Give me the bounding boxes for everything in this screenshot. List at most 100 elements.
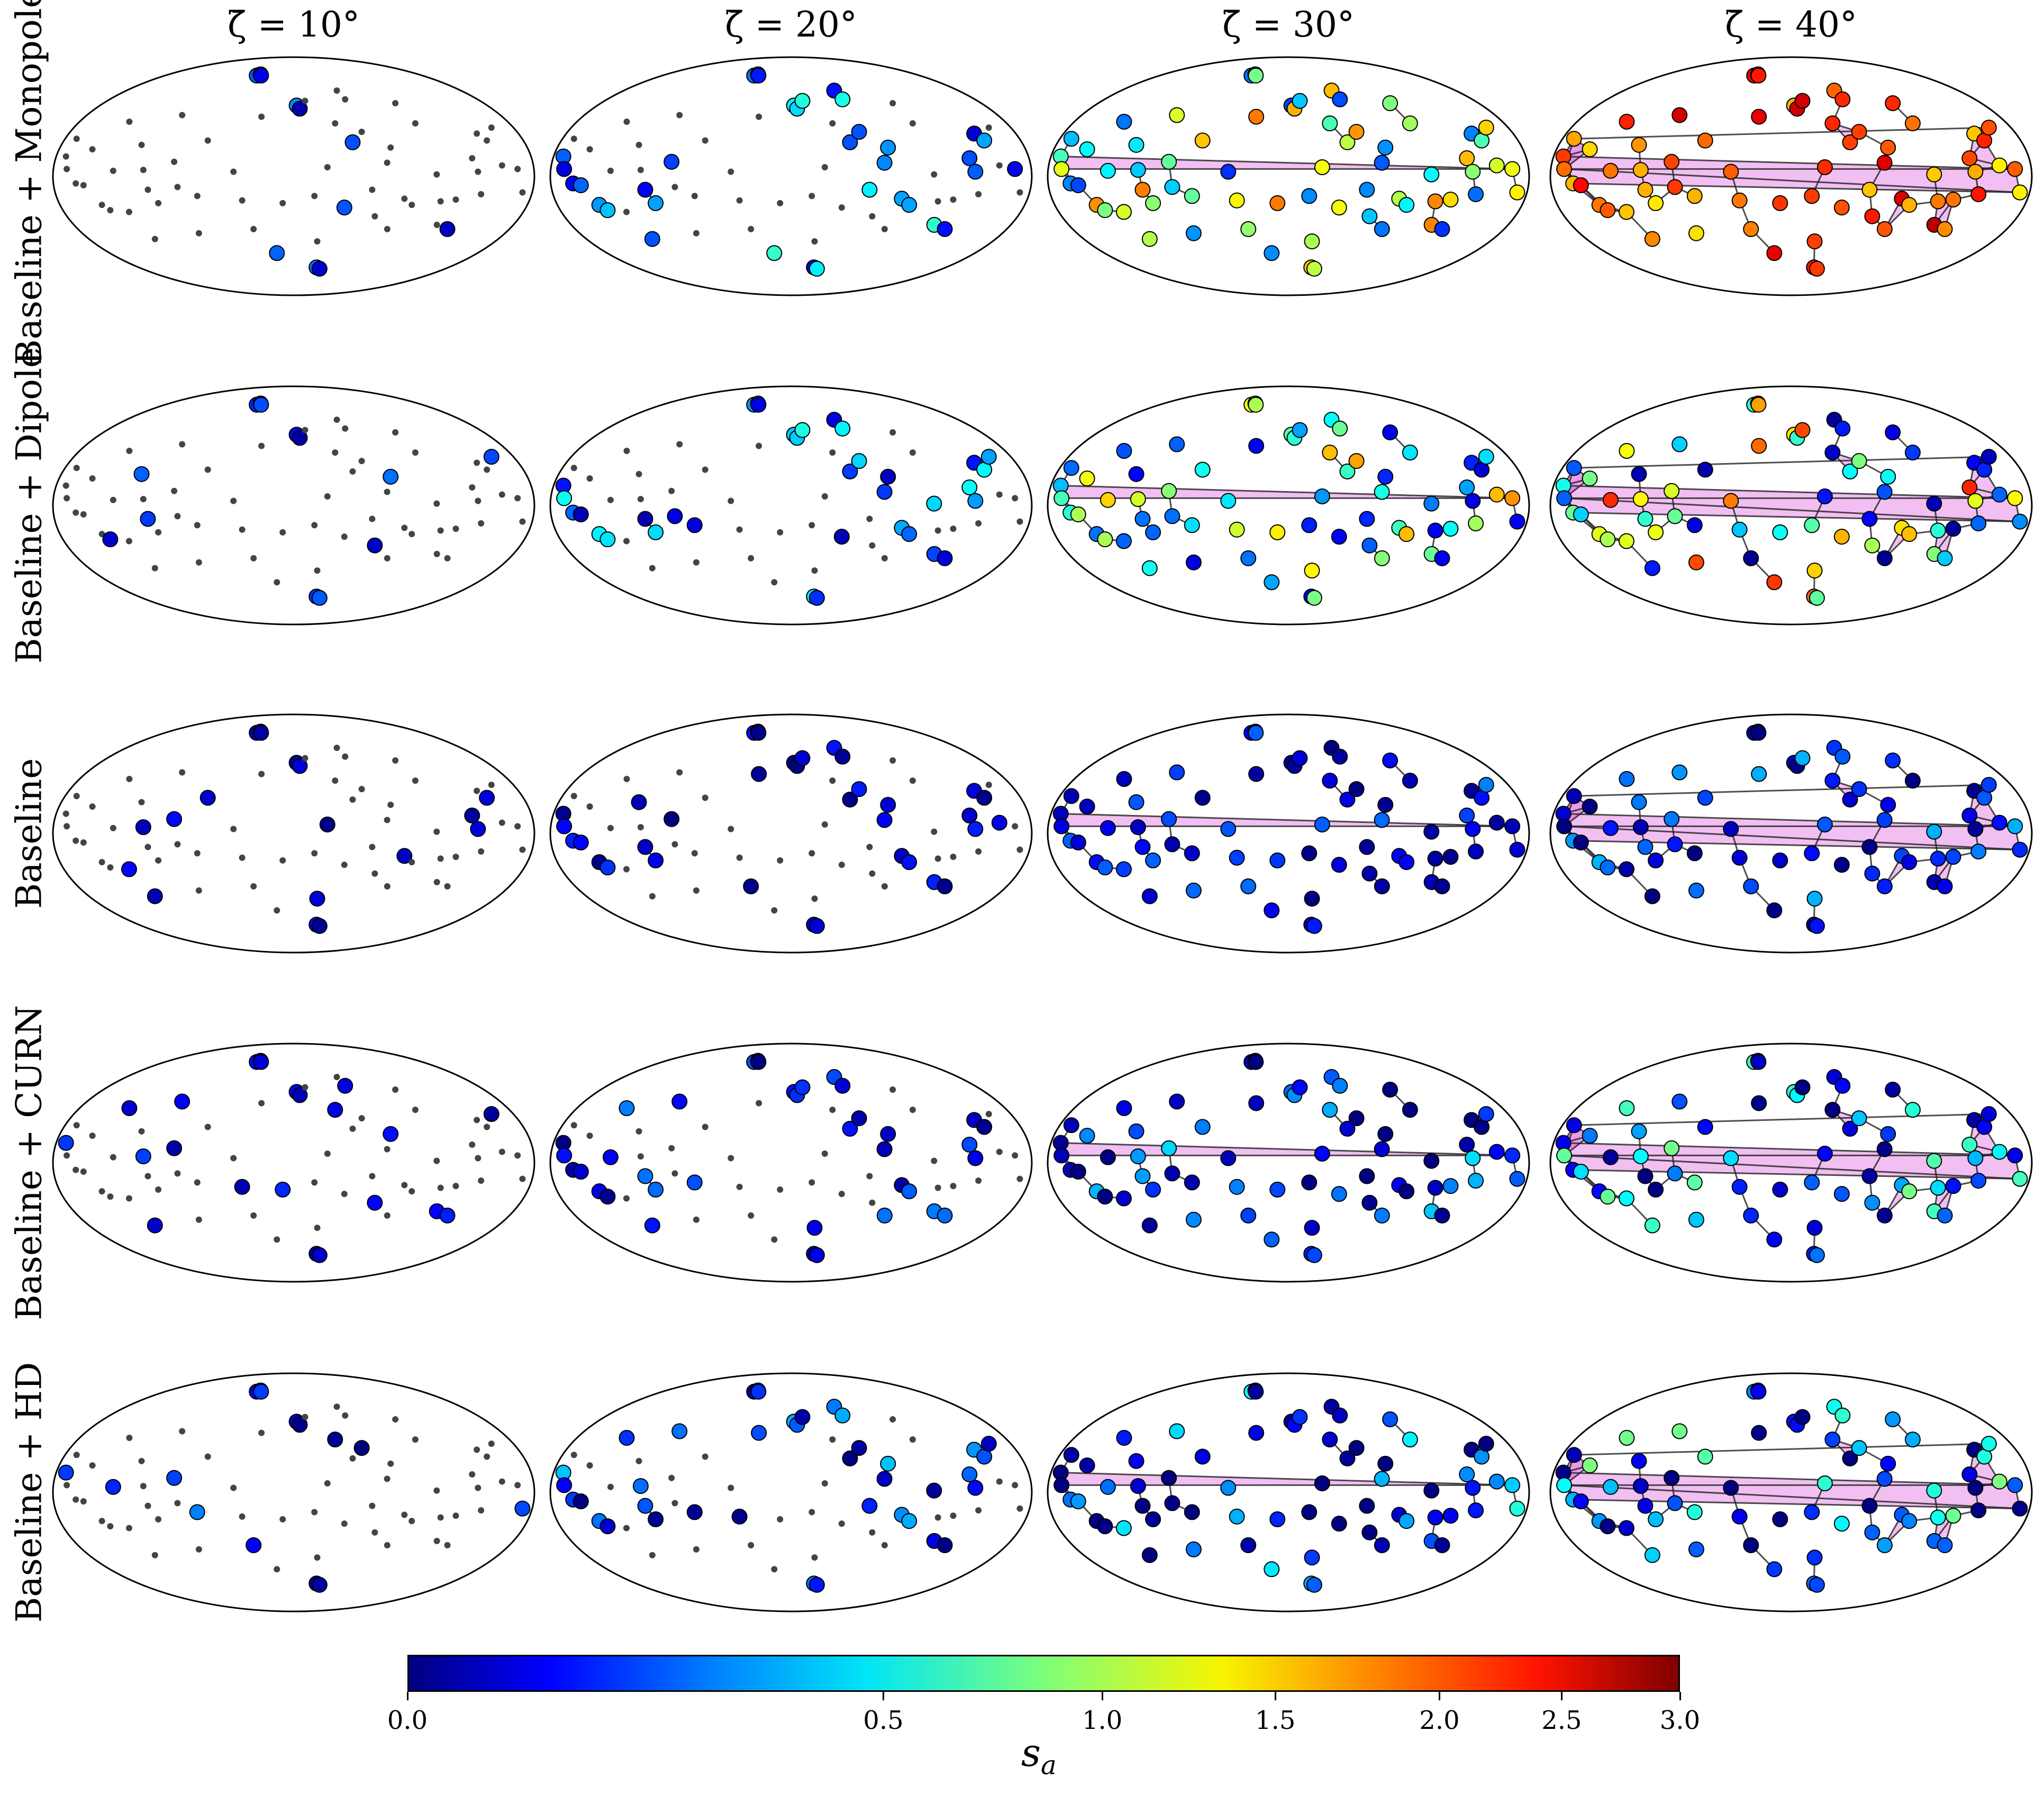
pulsar-point <box>1904 115 1921 132</box>
pulsar-point <box>311 1576 328 1593</box>
pulsar-point-isolated <box>412 449 419 456</box>
pulsar-point <box>1991 486 2007 503</box>
pulsar-point <box>1097 1518 1113 1535</box>
pulsar-point <box>1880 1126 1896 1142</box>
pulsar-point <box>1348 453 1365 469</box>
pulsar-point <box>396 848 413 864</box>
pulsar-point <box>1631 1453 1647 1469</box>
pulsar-point <box>1423 166 1440 183</box>
pulsar-point <box>1339 1450 1356 1466</box>
pulsar-point <box>599 1518 616 1535</box>
skymap-panel <box>1549 385 2033 626</box>
pulsar-point <box>1468 515 1484 531</box>
pulsar-point-isolated <box>808 193 815 200</box>
pulsar-point <box>1398 1183 1415 1200</box>
pulsar-point <box>1945 849 1961 865</box>
skymap-panel <box>1549 713 2033 954</box>
pulsar-point-isolated <box>475 1484 482 1491</box>
edge <box>1060 156 1513 170</box>
pulsar-point <box>1970 515 1987 531</box>
pulsar-point <box>292 758 308 774</box>
pulsar-point <box>851 781 867 798</box>
pulsar-point <box>1885 1411 1901 1427</box>
pulsar-point <box>1161 1140 1177 1156</box>
pulsar-point-isolated <box>239 197 246 204</box>
pulsar-point-isolated <box>607 167 614 174</box>
pulsar-point-isolated <box>635 470 642 477</box>
pulsar-point-isolated <box>777 200 784 206</box>
pulsar-point <box>648 852 664 868</box>
colorbar: 0.0 0.5 1.0 1.5 2.0 2.5 3.0 <box>387 1655 1700 1735</box>
pulsar-point <box>1115 533 1132 549</box>
pulsar-point <box>1194 461 1211 478</box>
pulsar-point-isolated <box>274 1236 280 1243</box>
pulsar-point <box>1314 816 1330 832</box>
pulsar-point-isolated <box>80 182 87 189</box>
pulsar-point <box>1842 1450 1858 1466</box>
pulsar-point <box>1427 1180 1443 1196</box>
pulsar-point <box>58 1135 74 1151</box>
pulsar-point-isolated <box>341 1520 348 1527</box>
pulsar-point <box>861 182 878 198</box>
pulsar-point <box>1864 537 1881 554</box>
pulsar-point-isolated <box>649 1552 656 1559</box>
pulsar-point <box>1573 1493 1589 1510</box>
pulsar-point <box>1926 823 1942 840</box>
pulsar-point <box>1194 1448 1211 1465</box>
pulsar-point <box>880 139 896 156</box>
pulsar-point-isolated <box>239 854 246 861</box>
pulsar-point-isolated <box>829 120 836 127</box>
pulsar-point <box>1141 1217 1158 1234</box>
pulsar-point-isolated <box>889 99 896 106</box>
pulsar-point <box>1053 1477 1070 1493</box>
pulsar-point-isolated <box>369 1173 376 1180</box>
pulsar-point <box>2012 1500 2028 1517</box>
pulsar-point <box>1301 1174 1318 1191</box>
pulsar-point <box>1442 521 1459 537</box>
pulsar-point-isolated <box>808 1179 815 1186</box>
pulsar-point <box>1509 1500 1525 1517</box>
pulsar-point-isolated <box>909 120 916 127</box>
pulsar-point <box>1504 1477 1521 1493</box>
pulsar-point-isolated <box>1016 518 1023 525</box>
pulsar-point <box>1361 1524 1378 1541</box>
skymap-panel <box>52 385 535 626</box>
skymap-panel <box>52 1043 535 1283</box>
pulsar-point <box>808 1247 825 1263</box>
pulsar-point <box>967 164 984 180</box>
pulsar-point-isolated <box>693 230 699 237</box>
pulsar-point-isolated <box>63 1482 70 1489</box>
pulsar-point-isolated <box>311 522 318 529</box>
pulsar-point <box>1632 491 1649 508</box>
pulsar-point-isolated <box>107 1523 114 1530</box>
pulsar-point <box>1688 1541 1704 1557</box>
pulsar-point-isolated <box>408 1188 415 1195</box>
pulsar-point-isolated <box>230 826 237 832</box>
pulsar-point <box>1926 166 1942 183</box>
pulsar-point-isolated <box>691 850 698 857</box>
pulsar-point <box>1339 791 1356 808</box>
pulsar-point <box>1398 526 1415 542</box>
pulsar-point <box>806 1220 823 1236</box>
pulsar-point <box>1637 1498 1654 1514</box>
pulsar-point <box>731 1508 748 1525</box>
pulsar-point-isolated <box>371 1529 378 1536</box>
pulsar-point <box>1053 818 1070 835</box>
pulsar-point <box>1751 438 1767 454</box>
skymap-panel <box>549 1043 1033 1283</box>
pulsar-point <box>1750 396 1767 413</box>
pulsar-point-isolated <box>174 513 181 520</box>
pulsar-point <box>1509 1171 1525 1187</box>
pulsar-point <box>1667 179 1683 195</box>
pulsar-point <box>133 466 150 482</box>
pulsar-point <box>808 590 825 606</box>
pulsar-point <box>174 1093 190 1110</box>
pulsar-point-isolated <box>392 429 399 436</box>
pulsar-point-isolated <box>586 1132 593 1139</box>
pulsar-point <box>1063 1117 1079 1134</box>
pulsar-point <box>1876 155 1893 171</box>
pulsar-point <box>1686 1504 1703 1520</box>
pulsar-point <box>1566 788 1582 804</box>
pulsar-point <box>367 1194 383 1211</box>
pulsar-point <box>1377 139 1394 156</box>
